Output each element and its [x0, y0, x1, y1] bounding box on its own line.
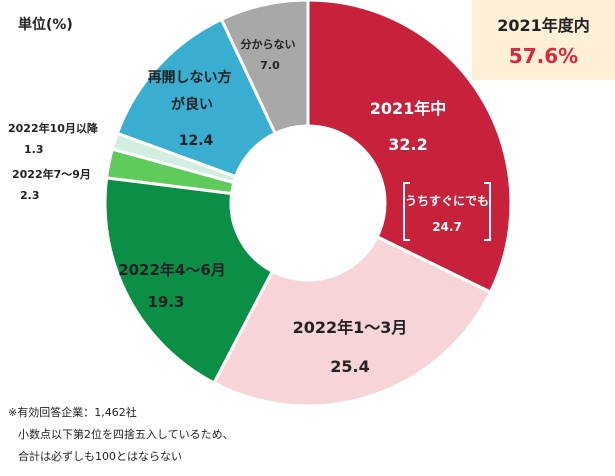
slice-label-no-resume-line1: 再開しない方 [148, 69, 232, 86]
sub-annotation-bracket-left [403, 182, 410, 241]
footnote-rounding: 小数点以下第2位を四捨五入しているため、 [18, 428, 234, 441]
callout-title: 2021年度内 [497, 16, 590, 35]
slice-value-no-resume: 12.4 [179, 133, 214, 149]
slice-value-2021: 32.2 [388, 135, 427, 154]
sub-annotation-label: うちすぐにでも [405, 194, 489, 208]
slice-value-2022-q1: 25.4 [330, 357, 369, 376]
slice-value-dont-know: 7.0 [260, 59, 280, 72]
slice-label-2022-q3: 2022年7～9月 [12, 167, 91, 181]
slice-label-2022-oct: 2022年10月以降 [8, 121, 99, 135]
slice-value-2022-q3: 2.3 [20, 189, 40, 202]
callout-value: 57.6% [508, 44, 579, 68]
footnote-respondents: ※有効回答企業：1,462社 [8, 406, 137, 419]
sub-annotation-value: 24.7 [432, 220, 462, 234]
fiscal-year-callout: 2021年度内 57.6% [472, 0, 615, 80]
slice-label-no-resume: 再開しない方 が良い [148, 69, 237, 113]
slice-label-2022-q1: 2022年1～3月 [293, 318, 408, 337]
unit-label: 単位(%) [18, 17, 73, 33]
slice-value-2022-oct: 1.3 [24, 143, 44, 156]
footnotes: ※有効回答企業：1,462社 小数点以下第2位を四捨五入しているため、 合計は必… [8, 402, 234, 468]
slice-label-2021: 2021年中 [370, 99, 447, 118]
slice-value-2022-q2: 19.3 [147, 293, 184, 311]
slice-label-no-resume-line2: が良い [171, 96, 213, 113]
donut-slices [103, 0, 513, 408]
footnote-sum: 合計は必ずしも100とはならない [18, 450, 182, 463]
sub-annotation-bracket-right [484, 182, 491, 241]
donut-hole [231, 126, 385, 280]
slice-label-2022-q2: 2022年4～6月 [118, 261, 226, 279]
slice-label-dont-know: 分からない [241, 37, 296, 51]
